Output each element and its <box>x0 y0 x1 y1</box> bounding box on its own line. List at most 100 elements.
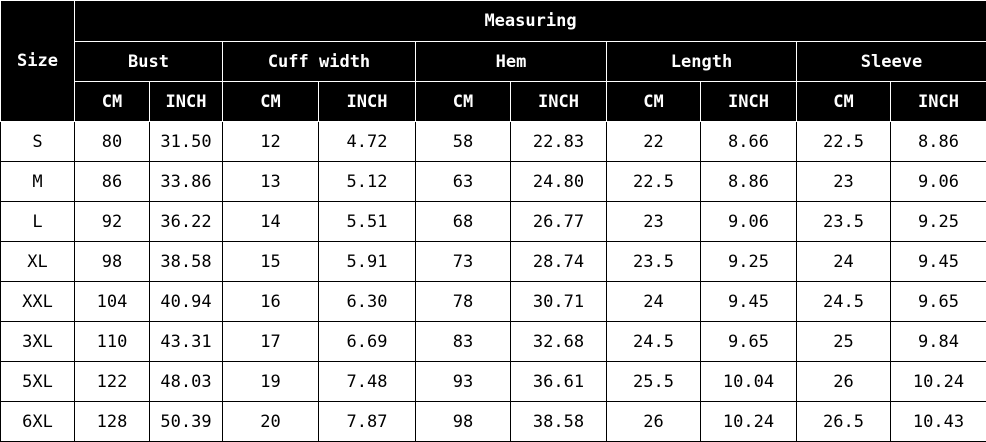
unit-header: CM <box>607 82 701 122</box>
value-cell: 9.65 <box>701 322 797 362</box>
value-cell: 22.5 <box>797 122 891 162</box>
value-cell: 24.5 <box>607 322 701 362</box>
value-cell: 6.30 <box>319 282 416 322</box>
value-cell: 8.66 <box>701 122 797 162</box>
value-cell: 26.5 <box>797 402 891 442</box>
value-cell: 26 <box>607 402 701 442</box>
title-header: Measuring <box>75 1 986 42</box>
value-cell: 73 <box>416 242 511 282</box>
unit-header: INCH <box>891 82 986 122</box>
value-cell: 7.48 <box>319 362 416 402</box>
group-header: Cuff width <box>223 42 416 82</box>
value-cell: 9.84 <box>891 322 986 362</box>
value-cell: 9.45 <box>891 242 986 282</box>
value-cell: 17 <box>223 322 319 362</box>
unit-header: CM <box>797 82 891 122</box>
value-cell: 22.5 <box>607 162 701 202</box>
value-cell: 26.77 <box>511 202 607 242</box>
value-cell: 58 <box>416 122 511 162</box>
value-cell: 68 <box>416 202 511 242</box>
value-cell: 7.87 <box>319 402 416 442</box>
value-cell: 24 <box>797 242 891 282</box>
value-cell: 8.86 <box>701 162 797 202</box>
value-cell: 9.65 <box>891 282 986 322</box>
value-cell: 48.03 <box>150 362 223 402</box>
value-cell: 19 <box>223 362 319 402</box>
value-cell: 43.31 <box>150 322 223 362</box>
value-cell: 15 <box>223 242 319 282</box>
value-cell: 13 <box>223 162 319 202</box>
value-cell: 5.91 <box>319 242 416 282</box>
value-cell: 12 <box>223 122 319 162</box>
size-cell: XL <box>1 242 75 282</box>
value-cell: 36.61 <box>511 362 607 402</box>
value-cell: 33.86 <box>150 162 223 202</box>
unit-header: CM <box>75 82 150 122</box>
value-cell: 10.24 <box>891 362 986 402</box>
size-cell: S <box>1 122 75 162</box>
value-cell: 9.45 <box>701 282 797 322</box>
value-cell: 22 <box>607 122 701 162</box>
unit-header: INCH <box>150 82 223 122</box>
value-cell: 23.5 <box>797 202 891 242</box>
size-cell: 6XL <box>1 402 75 442</box>
value-cell: 38.58 <box>150 242 223 282</box>
unit-header: INCH <box>701 82 797 122</box>
value-cell: 5.51 <box>319 202 416 242</box>
value-cell: 22.83 <box>511 122 607 162</box>
value-cell: 9.06 <box>891 162 986 202</box>
value-cell: 28.74 <box>511 242 607 282</box>
size-cell: L <box>1 202 75 242</box>
value-cell: 25.5 <box>607 362 701 402</box>
value-cell: 23 <box>607 202 701 242</box>
value-cell: 86 <box>75 162 150 202</box>
value-cell: 110 <box>75 322 150 362</box>
value-cell: 25 <box>797 322 891 362</box>
size-cell: 3XL <box>1 322 75 362</box>
value-cell: 31.50 <box>150 122 223 162</box>
value-cell: 9.25 <box>891 202 986 242</box>
value-cell: 98 <box>75 242 150 282</box>
group-header: Bust <box>75 42 223 82</box>
value-cell: 104 <box>75 282 150 322</box>
value-cell: 6.69 <box>319 322 416 362</box>
size-header: Size <box>1 1 75 122</box>
value-cell: 26 <box>797 362 891 402</box>
value-cell: 63 <box>416 162 511 202</box>
value-cell: 10.43 <box>891 402 986 442</box>
value-cell: 4.72 <box>319 122 416 162</box>
value-cell: 23.5 <box>607 242 701 282</box>
size-cell: XXL <box>1 282 75 322</box>
value-cell: 78 <box>416 282 511 322</box>
value-cell: 32.68 <box>511 322 607 362</box>
unit-header: INCH <box>511 82 607 122</box>
value-cell: 16 <box>223 282 319 322</box>
group-header: Length <box>607 42 797 82</box>
value-cell: 24.5 <box>797 282 891 322</box>
value-cell: 38.58 <box>511 402 607 442</box>
size-cell: 5XL <box>1 362 75 402</box>
value-cell: 83 <box>416 322 511 362</box>
unit-header: INCH <box>319 82 416 122</box>
value-cell: 98 <box>416 402 511 442</box>
value-cell: 9.25 <box>701 242 797 282</box>
value-cell: 40.94 <box>150 282 223 322</box>
group-header: Hem <box>416 42 607 82</box>
value-cell: 24 <box>607 282 701 322</box>
value-cell: 8.86 <box>891 122 986 162</box>
value-cell: 30.71 <box>511 282 607 322</box>
value-cell: 10.24 <box>701 402 797 442</box>
value-cell: 122 <box>75 362 150 402</box>
